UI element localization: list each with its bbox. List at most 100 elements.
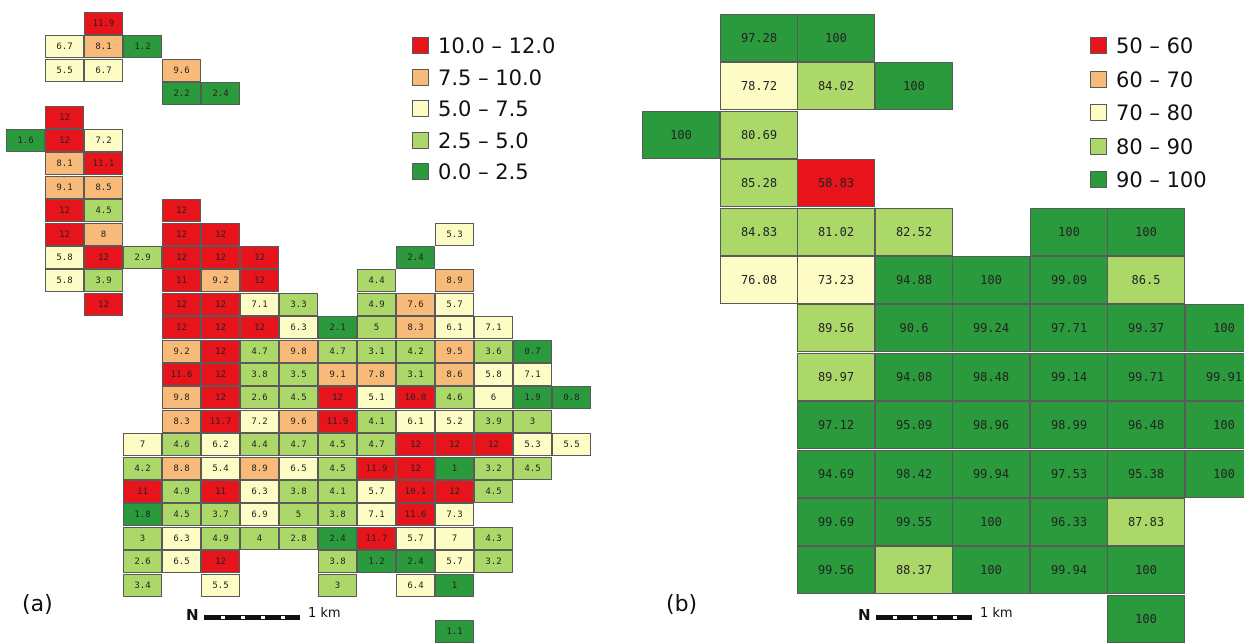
grid-cell: 81.02 xyxy=(797,208,875,256)
grid-cell: 99.94 xyxy=(1030,546,1108,594)
grid-cell: 2.8 xyxy=(279,527,318,550)
grid-cell: 4 xyxy=(240,527,279,550)
grid-cell: 10.1 xyxy=(396,480,435,503)
grid-cell: 5.7 xyxy=(357,480,396,503)
grid-cell: 95.38 xyxy=(1107,450,1185,498)
grid-cell: 4.7 xyxy=(240,340,279,363)
grid-cell: 1.2 xyxy=(123,35,162,58)
grid-cell: 12 xyxy=(162,316,201,339)
grid-cell: 90.6 xyxy=(875,304,953,352)
grid-cell: 99.91 xyxy=(1185,353,1244,401)
grid-cell: 1.1 xyxy=(435,620,474,643)
scale-bar-b: N 1 km xyxy=(858,606,1038,628)
grid-cell: 96.48 xyxy=(1107,401,1185,449)
grid-cell: 4.5 xyxy=(474,480,513,503)
grid-cell: 4.1 xyxy=(318,480,357,503)
panel-label-a: (a) xyxy=(22,592,53,617)
legend-swatch xyxy=(412,37,429,54)
grid-cell: 12 xyxy=(201,340,240,363)
grid-cell: 2.9 xyxy=(123,246,162,269)
grid-cell: 11.9 xyxy=(84,12,123,35)
grid-cell: 6 xyxy=(474,386,513,409)
grid-cell: 78.72 xyxy=(720,62,798,110)
grid-cell: 100 xyxy=(1107,546,1185,594)
grid-cell: 3.2 xyxy=(474,550,513,573)
grid-cell: 3.7 xyxy=(201,503,240,526)
grid-cell: 4.4 xyxy=(357,269,396,292)
grid-cell: 100 xyxy=(875,62,953,110)
grid-cell: 89.56 xyxy=(797,304,875,352)
grid-cell: 96.33 xyxy=(1030,498,1108,546)
scale-label-b: 1 km xyxy=(980,606,1013,621)
grid-cell: 3.8 xyxy=(318,503,357,526)
grid-cell: 12 xyxy=(396,433,435,456)
grid-cell: 2.4 xyxy=(396,550,435,573)
grid-cell: 7.2 xyxy=(84,129,123,152)
grid-cell: 2.2 xyxy=(162,82,201,105)
scale-bar-graphic xyxy=(876,615,972,620)
grid-cell: 94.69 xyxy=(797,450,875,498)
grid-cell: 9.5 xyxy=(435,340,474,363)
grid-cell: 12 xyxy=(435,480,474,503)
grid-cell: 97.12 xyxy=(797,401,875,449)
grid-cell: 8 xyxy=(84,223,123,246)
grid-cell: 12 xyxy=(201,316,240,339)
grid-cell: 82.52 xyxy=(875,208,953,256)
grid-cell: 4.4 xyxy=(240,433,279,456)
grid-cell: 4.2 xyxy=(396,340,435,363)
grid-cell: 99.69 xyxy=(797,498,875,546)
grid-cell: 94.08 xyxy=(875,353,953,401)
legend-swatch xyxy=(412,100,429,117)
grid-cell: 4.9 xyxy=(201,527,240,550)
grid-cell: 80.69 xyxy=(720,111,798,159)
grid-cell: 7.8 xyxy=(357,363,396,386)
grid-cell: 97.28 xyxy=(720,14,798,62)
grid-cell: 73.23 xyxy=(797,256,875,304)
legend-label: 70 – 80 xyxy=(1116,99,1193,127)
grid-cell: 99.14 xyxy=(1030,353,1108,401)
grid-cell: 12 xyxy=(201,223,240,246)
grid-cell: 6.3 xyxy=(279,316,318,339)
map-panel-b: 97.28 100 78.72 84.02 100 100 80.69 85.28 58.83 8… xyxy=(622,0,1244,630)
grid-cell: 12 xyxy=(474,433,513,456)
map-panel-a: 11.9 6.7 8.1 1.2 5.5 6.7 9.6 2.2 2.4 12 1.6 12 7.2 8.… xyxy=(0,0,600,630)
grid-cell: 100 xyxy=(952,256,1030,304)
grid-cell: 9.8 xyxy=(279,340,318,363)
grid-cell: 1 xyxy=(435,574,474,597)
grid-cell: 7.1 xyxy=(240,293,279,316)
grid-cell: 100 xyxy=(797,14,875,62)
legend-label: 10.0 – 12.0 xyxy=(438,32,555,60)
grid-cell: 12 xyxy=(240,246,279,269)
grid-cell: 5 xyxy=(357,316,396,339)
grid-cell: 3.6 xyxy=(474,340,513,363)
grid-cell: 12 xyxy=(201,246,240,269)
grid-cell: 4.7 xyxy=(357,433,396,456)
grid-cell: 7.1 xyxy=(474,316,513,339)
grid-cell: 11.9 xyxy=(357,457,396,480)
grid-cell: 5 xyxy=(279,503,318,526)
grid-cell: 11 xyxy=(162,269,201,292)
grid-cell: 100 xyxy=(642,111,720,159)
grid-cell: 2.6 xyxy=(123,550,162,573)
grid-cell: 3.3 xyxy=(279,293,318,316)
grid-cell: 0.8 xyxy=(552,386,591,409)
grid-cell: 6.5 xyxy=(279,457,318,480)
grid-cell: 3.8 xyxy=(279,480,318,503)
grid-cell: 4.5 xyxy=(318,457,357,480)
legend-label: 0.0 – 2.5 xyxy=(438,158,529,186)
grid-cell: 4.5 xyxy=(279,386,318,409)
grid-cell: 5.7 xyxy=(396,527,435,550)
grid-cell: 4.2 xyxy=(123,457,162,480)
grid-cell: 1.6 xyxy=(6,129,45,152)
grid-cell: 4.1 xyxy=(357,410,396,433)
grid-cell: 8.3 xyxy=(162,410,201,433)
grid-cell: 88.37 xyxy=(875,546,953,594)
grid-cell: 84.83 xyxy=(720,208,798,256)
grid-cell: 6.7 xyxy=(45,35,84,58)
grid-cell: 4.6 xyxy=(435,386,474,409)
grid-cell: 2.1 xyxy=(318,316,357,339)
grid-cell: 99.94 xyxy=(952,450,1030,498)
grid-cell: 11.7 xyxy=(201,410,240,433)
grid-cell: 9.6 xyxy=(279,410,318,433)
grid-cell: 5.8 xyxy=(45,246,84,269)
